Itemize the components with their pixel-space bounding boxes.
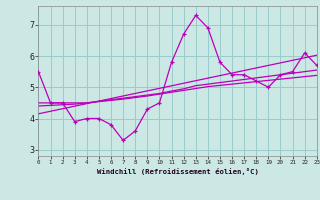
X-axis label: Windchill (Refroidissement éolien,°C): Windchill (Refroidissement éolien,°C) bbox=[97, 168, 259, 175]
